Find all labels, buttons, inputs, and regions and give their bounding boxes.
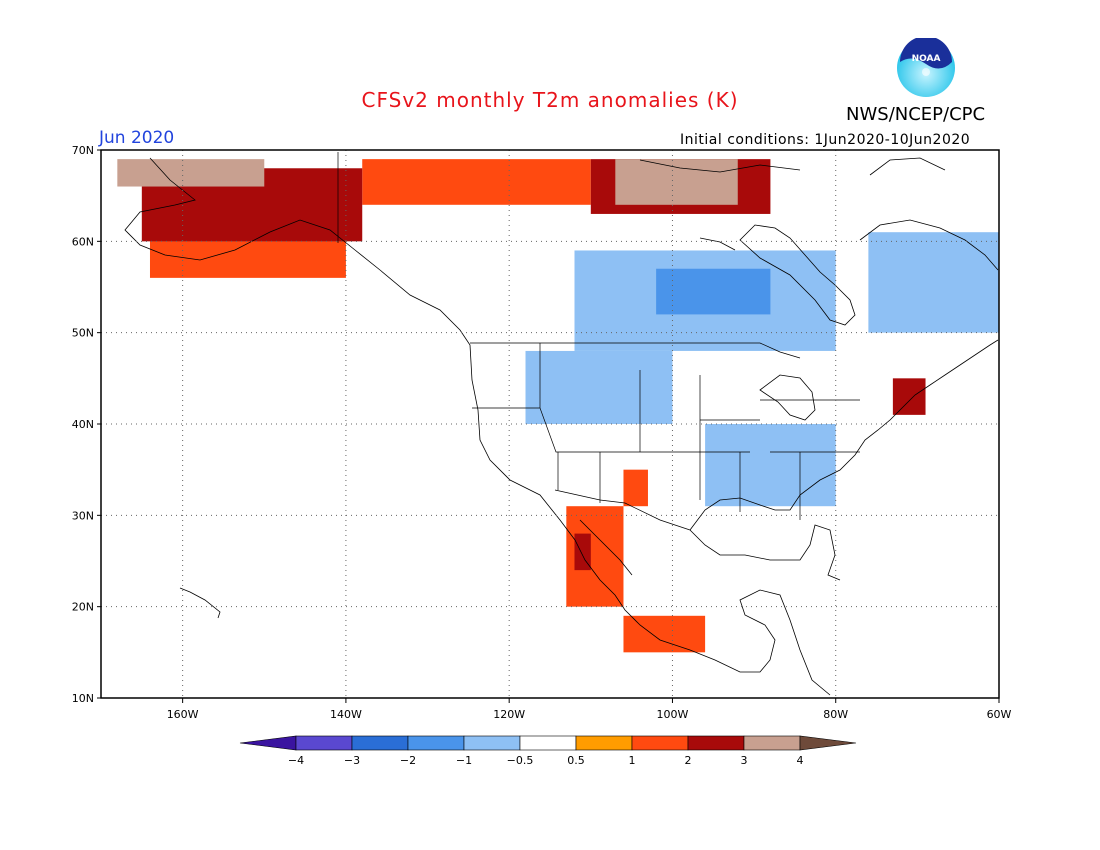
anomaly-region	[117, 159, 265, 187]
legend-label: 4	[797, 754, 804, 767]
longitude-tick-label: 100W	[657, 708, 689, 721]
legend-min-arrow	[239, 735, 297, 751]
coastlines	[124, 157, 999, 696]
legend-label: −4	[288, 754, 304, 767]
legend-label: 2	[685, 754, 692, 767]
latitude-tick-label: 50N	[72, 327, 94, 340]
anomaly-region	[623, 469, 648, 507]
latitude-tick-label: 60N	[72, 235, 94, 248]
longitude-tick-label: 140W	[330, 708, 362, 721]
legend-swatch	[743, 735, 801, 751]
legend-swatch	[519, 735, 577, 751]
anomaly-region	[656, 268, 771, 315]
longitude-tick-label: 160W	[167, 708, 199, 721]
latitude-ticks: 10N 20N 30N 40N 50N 60N 70N	[72, 144, 101, 705]
legend-label: 1	[629, 754, 636, 767]
longitude-tick-label: 60W	[987, 708, 1012, 721]
anomaly-region	[525, 350, 673, 424]
month-label: Jun 2020	[99, 128, 175, 148]
chart-title: CFSv2 monthly T2m anomalies (K)	[361, 88, 739, 112]
legend-swatch	[295, 735, 353, 751]
agency-label: NWS/NCEP/CPC	[846, 104, 986, 125]
latitude-tick-label: 20N	[72, 601, 94, 614]
noaa-logo-text: NOAA	[912, 54, 941, 64]
legend-label: −0.5	[507, 754, 534, 767]
anomaly-region	[362, 159, 591, 205]
legend-swatch	[575, 735, 633, 751]
legend-label: −2	[400, 754, 416, 767]
legend-label: −1	[456, 754, 472, 767]
legend-label: −3	[344, 754, 360, 767]
legend-swatch	[631, 735, 689, 751]
noaa-logo-icon: NOAA	[897, 38, 955, 97]
anomaly-region	[574, 533, 591, 571]
longitude-tick-label: 80W	[823, 708, 848, 721]
legend-swatch	[351, 735, 409, 751]
political-borders	[337, 152, 860, 531]
legend-swatch	[407, 735, 465, 751]
legend-max-arrow	[799, 735, 857, 751]
longitude-tick-label: 120W	[493, 708, 525, 721]
legend-label: 0.5	[567, 754, 585, 767]
initial-conditions-label: Initial conditions: 1Jun2020-10Jun2020	[680, 132, 971, 148]
latitude-tick-label: 30N	[72, 509, 94, 522]
latitude-tick-label: 70N	[72, 144, 94, 157]
anomaly-region	[705, 424, 836, 507]
legend-label: 3	[741, 754, 748, 767]
anomaly-region	[892, 378, 926, 415]
latitude-tick-label: 40N	[72, 418, 94, 431]
longitude-ticks: 160W 140W 120W 100W 80W 60W	[167, 698, 1012, 721]
anomaly-region	[615, 159, 738, 205]
legend-swatch	[463, 735, 521, 751]
legend-swatch	[687, 735, 745, 751]
latitude-tick-label: 10N	[72, 692, 94, 705]
